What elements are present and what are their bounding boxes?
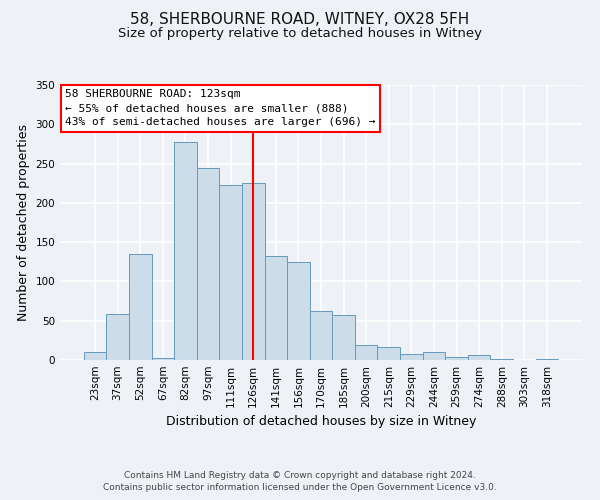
- Text: Size of property relative to detached houses in Witney: Size of property relative to detached ho…: [118, 28, 482, 40]
- Bar: [536, 359, 558, 360]
- Text: 58, SHERBOURNE ROAD, WITNEY, OX28 5FH: 58, SHERBOURNE ROAD, WITNEY, OX28 5FH: [130, 12, 470, 28]
- Bar: [445, 357, 468, 360]
- Bar: [220, 185, 242, 360]
- Bar: [355, 345, 377, 360]
- Y-axis label: Number of detached properties: Number of detached properties: [17, 124, 30, 321]
- Bar: [265, 256, 287, 360]
- Text: 58 SHERBOURNE ROAD: 123sqm
← 55% of detached houses are smaller (888)
43% of sem: 58 SHERBOURNE ROAD: 123sqm ← 55% of deta…: [65, 89, 376, 127]
- Bar: [197, 168, 220, 360]
- Bar: [242, 183, 265, 360]
- X-axis label: Distribution of detached houses by size in Witney: Distribution of detached houses by size …: [166, 416, 476, 428]
- Bar: [287, 262, 310, 360]
- Text: Contains HM Land Registry data © Crown copyright and database right 2024.
Contai: Contains HM Land Registry data © Crown c…: [103, 471, 497, 492]
- Bar: [174, 142, 197, 360]
- Bar: [332, 315, 355, 360]
- Bar: [152, 358, 174, 360]
- Bar: [377, 348, 400, 360]
- Bar: [310, 312, 332, 360]
- Bar: [422, 352, 445, 360]
- Bar: [84, 352, 106, 360]
- Bar: [129, 254, 152, 360]
- Bar: [106, 314, 129, 360]
- Bar: [490, 359, 513, 360]
- Bar: [468, 356, 490, 360]
- Bar: [400, 354, 422, 360]
